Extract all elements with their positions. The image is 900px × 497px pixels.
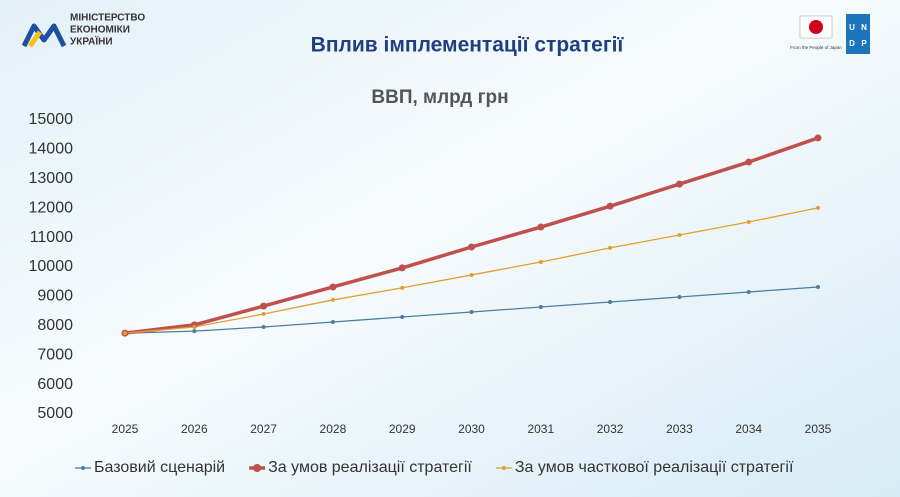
legend-swatch-marker — [253, 464, 262, 472]
data-point — [675, 180, 683, 188]
data-point — [537, 223, 545, 231]
y-tick-label: 12000 — [29, 199, 74, 216]
x-tick-label: 2030 — [458, 422, 485, 436]
y-tick-label: 8000 — [37, 317, 73, 334]
chart: 5000 6000 7000 8000 9000 10000 11000 12000 13000… — [29, 111, 832, 476]
x-tick-label: 2029 — [389, 422, 416, 436]
y-tick-label: 10000 — [29, 258, 74, 275]
undp-letter: N — [861, 23, 867, 32]
y-tick-label: 13000 — [29, 170, 74, 187]
y-tick-label: 5000 — [37, 405, 73, 422]
data-point — [816, 284, 820, 289]
x-tick-label: 2032 — [597, 422, 624, 436]
data-point — [816, 205, 820, 210]
x-tick-label: 2027 — [250, 422, 277, 436]
y-tick-label: 14000 — [29, 141, 74, 158]
data-point — [745, 158, 753, 166]
slide-title: Вплив імплементації стратегії — [311, 34, 625, 57]
data-point — [398, 264, 406, 272]
data-point — [608, 299, 613, 304]
data-point — [330, 297, 335, 302]
data-point — [814, 134, 822, 142]
data-point — [746, 220, 751, 225]
ministry-logo — [21, 23, 67, 48]
data-point — [469, 309, 474, 314]
data-point — [261, 324, 266, 329]
chart-title: ВВП, млрд грн — [371, 87, 508, 108]
data-point — [261, 312, 266, 317]
data-point — [400, 285, 405, 290]
y-tick-label: 11000 — [30, 229, 73, 246]
legend-label: За умов реалізації стратегії — [268, 459, 472, 476]
ministry-name: УКРАЇНИ — [70, 35, 113, 48]
x-tick-label: 2033 — [666, 422, 693, 436]
undp-logo: U N D P — [846, 14, 870, 54]
y-tick-label: 15000 — [29, 111, 74, 128]
data-point — [123, 331, 127, 336]
ministry-name: МІНІСТЕРСТВО — [70, 13, 145, 24]
data-point — [329, 283, 337, 291]
legend-swatch-marker — [81, 466, 85, 470]
data-point — [746, 289, 751, 294]
data-point — [606, 202, 614, 210]
x-tick-label: 2026 — [181, 422, 208, 436]
data-point — [469, 272, 474, 277]
x-tick-label: 2025 — [112, 422, 139, 436]
x-tick-label: 2034 — [735, 422, 762, 436]
x-tick-label: 2031 — [527, 422, 554, 436]
data-point — [192, 324, 197, 329]
undp-letter: P — [861, 39, 867, 48]
y-tick-label: 7000 — [37, 346, 73, 363]
y-tick-label: 9000 — [37, 288, 73, 305]
japan-logo — [799, 15, 833, 39]
data-point — [608, 245, 613, 250]
data-point — [192, 329, 197, 334]
x-tick-label: 2028 — [320, 422, 347, 436]
data-point — [538, 304, 543, 309]
data-point — [677, 294, 682, 299]
legend-label: За умов часткової реалізації стратегії — [515, 459, 794, 476]
ministry-name: ЕКОНОМІКИ — [70, 25, 130, 36]
legend-label: Базовий сценарій — [94, 459, 225, 476]
data-point — [468, 243, 475, 251]
undp-letter: U — [849, 23, 855, 32]
data-point — [330, 319, 335, 324]
y-tick-label: 6000 — [37, 376, 73, 393]
x-tick-label: 2035 — [805, 422, 832, 436]
data-point — [260, 302, 268, 310]
data-point — [400, 314, 405, 319]
data-point — [677, 232, 682, 237]
japan-caption: From the People of Japan — [790, 45, 842, 50]
data-point — [538, 260, 543, 265]
legend-swatch-marker — [501, 466, 506, 470]
undp-letter: D — [849, 39, 855, 48]
